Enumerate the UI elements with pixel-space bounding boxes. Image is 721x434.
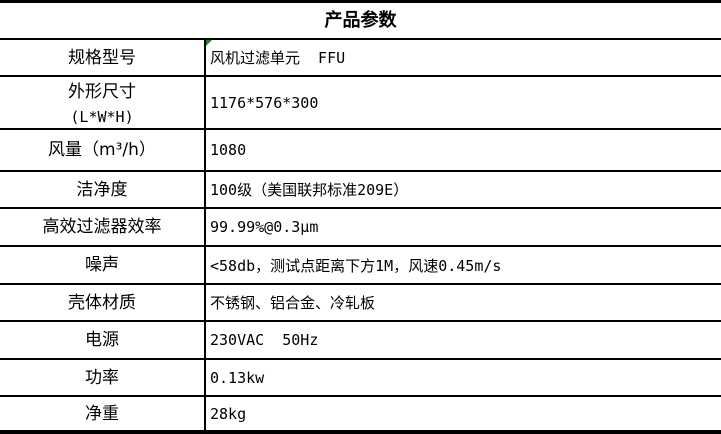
row-value[interactable]: 1080 (204, 130, 721, 170)
row-label: 外形尺寸 (L*W*H) (0, 77, 204, 128)
row-value[interactable]: 28kg (204, 397, 721, 430)
row-value[interactable]: 0.13kw (204, 360, 721, 395)
row-label: 高效过滤器效率 (42, 217, 162, 237)
top-border (0, 0, 721, 3)
table-row: 规格型号 风机过滤单元 FFU (0, 38, 721, 75)
row-label-line1: 外形尺寸 (68, 81, 136, 102)
row-value[interactable]: <58db，测试点距离下方1M，风速0.45m/s (204, 247, 721, 283)
row-label: 净重 (85, 403, 119, 424)
row-label: 电源 (85, 330, 119, 350)
row-label: 功率 (85, 367, 119, 388)
table-row: 壳体材质 不锈钢、铝合金、冷轧板 (0, 283, 721, 320)
row-value[interactable]: 1176*576*300 (204, 77, 721, 128)
table-row: 高效过滤器效率 99.99%@0.3μm (0, 207, 721, 245)
row-label: 洁净度 (76, 179, 128, 200)
row-value[interactable]: 230VAC 50Hz (204, 322, 721, 358)
row-value[interactable]: 99.99%@0.3μm (204, 209, 721, 245)
row-value[interactable]: 不锈钢、铝合金、冷轧板 (204, 285, 721, 320)
row-label: 壳体材质 (68, 292, 136, 313)
row-label: 风量（m³/h） (48, 140, 156, 160)
row-label: 规格型号 (68, 47, 136, 68)
row-label: 噪声 (85, 255, 119, 275)
table-row: 噪声 <58db，测试点距离下方1M，风速0.45m/s (0, 245, 721, 283)
table-row: 风量（m³/h） 1080 (0, 128, 721, 170)
row-label-line2: (L*W*H) (70, 107, 134, 126)
bottom-border (0, 430, 721, 434)
table-row: 电源 230VAC 50Hz (0, 320, 721, 358)
table-row: 洁净度 100级（美国联邦标准209E） (0, 170, 721, 207)
table-row: 外形尺寸 (L*W*H) 1176*576*300 (0, 75, 721, 128)
table-row: 功率 0.13kw (0, 358, 721, 395)
table-row: 净重 28kg (0, 395, 721, 430)
cell-comment-marker-icon (206, 40, 212, 46)
row-value[interactable]: 100级（美国联邦标准209E） (204, 172, 721, 207)
row-value[interactable]: 风机过滤单元 FFU (204, 40, 721, 75)
table-title: 产品参数 (324, 10, 397, 31)
